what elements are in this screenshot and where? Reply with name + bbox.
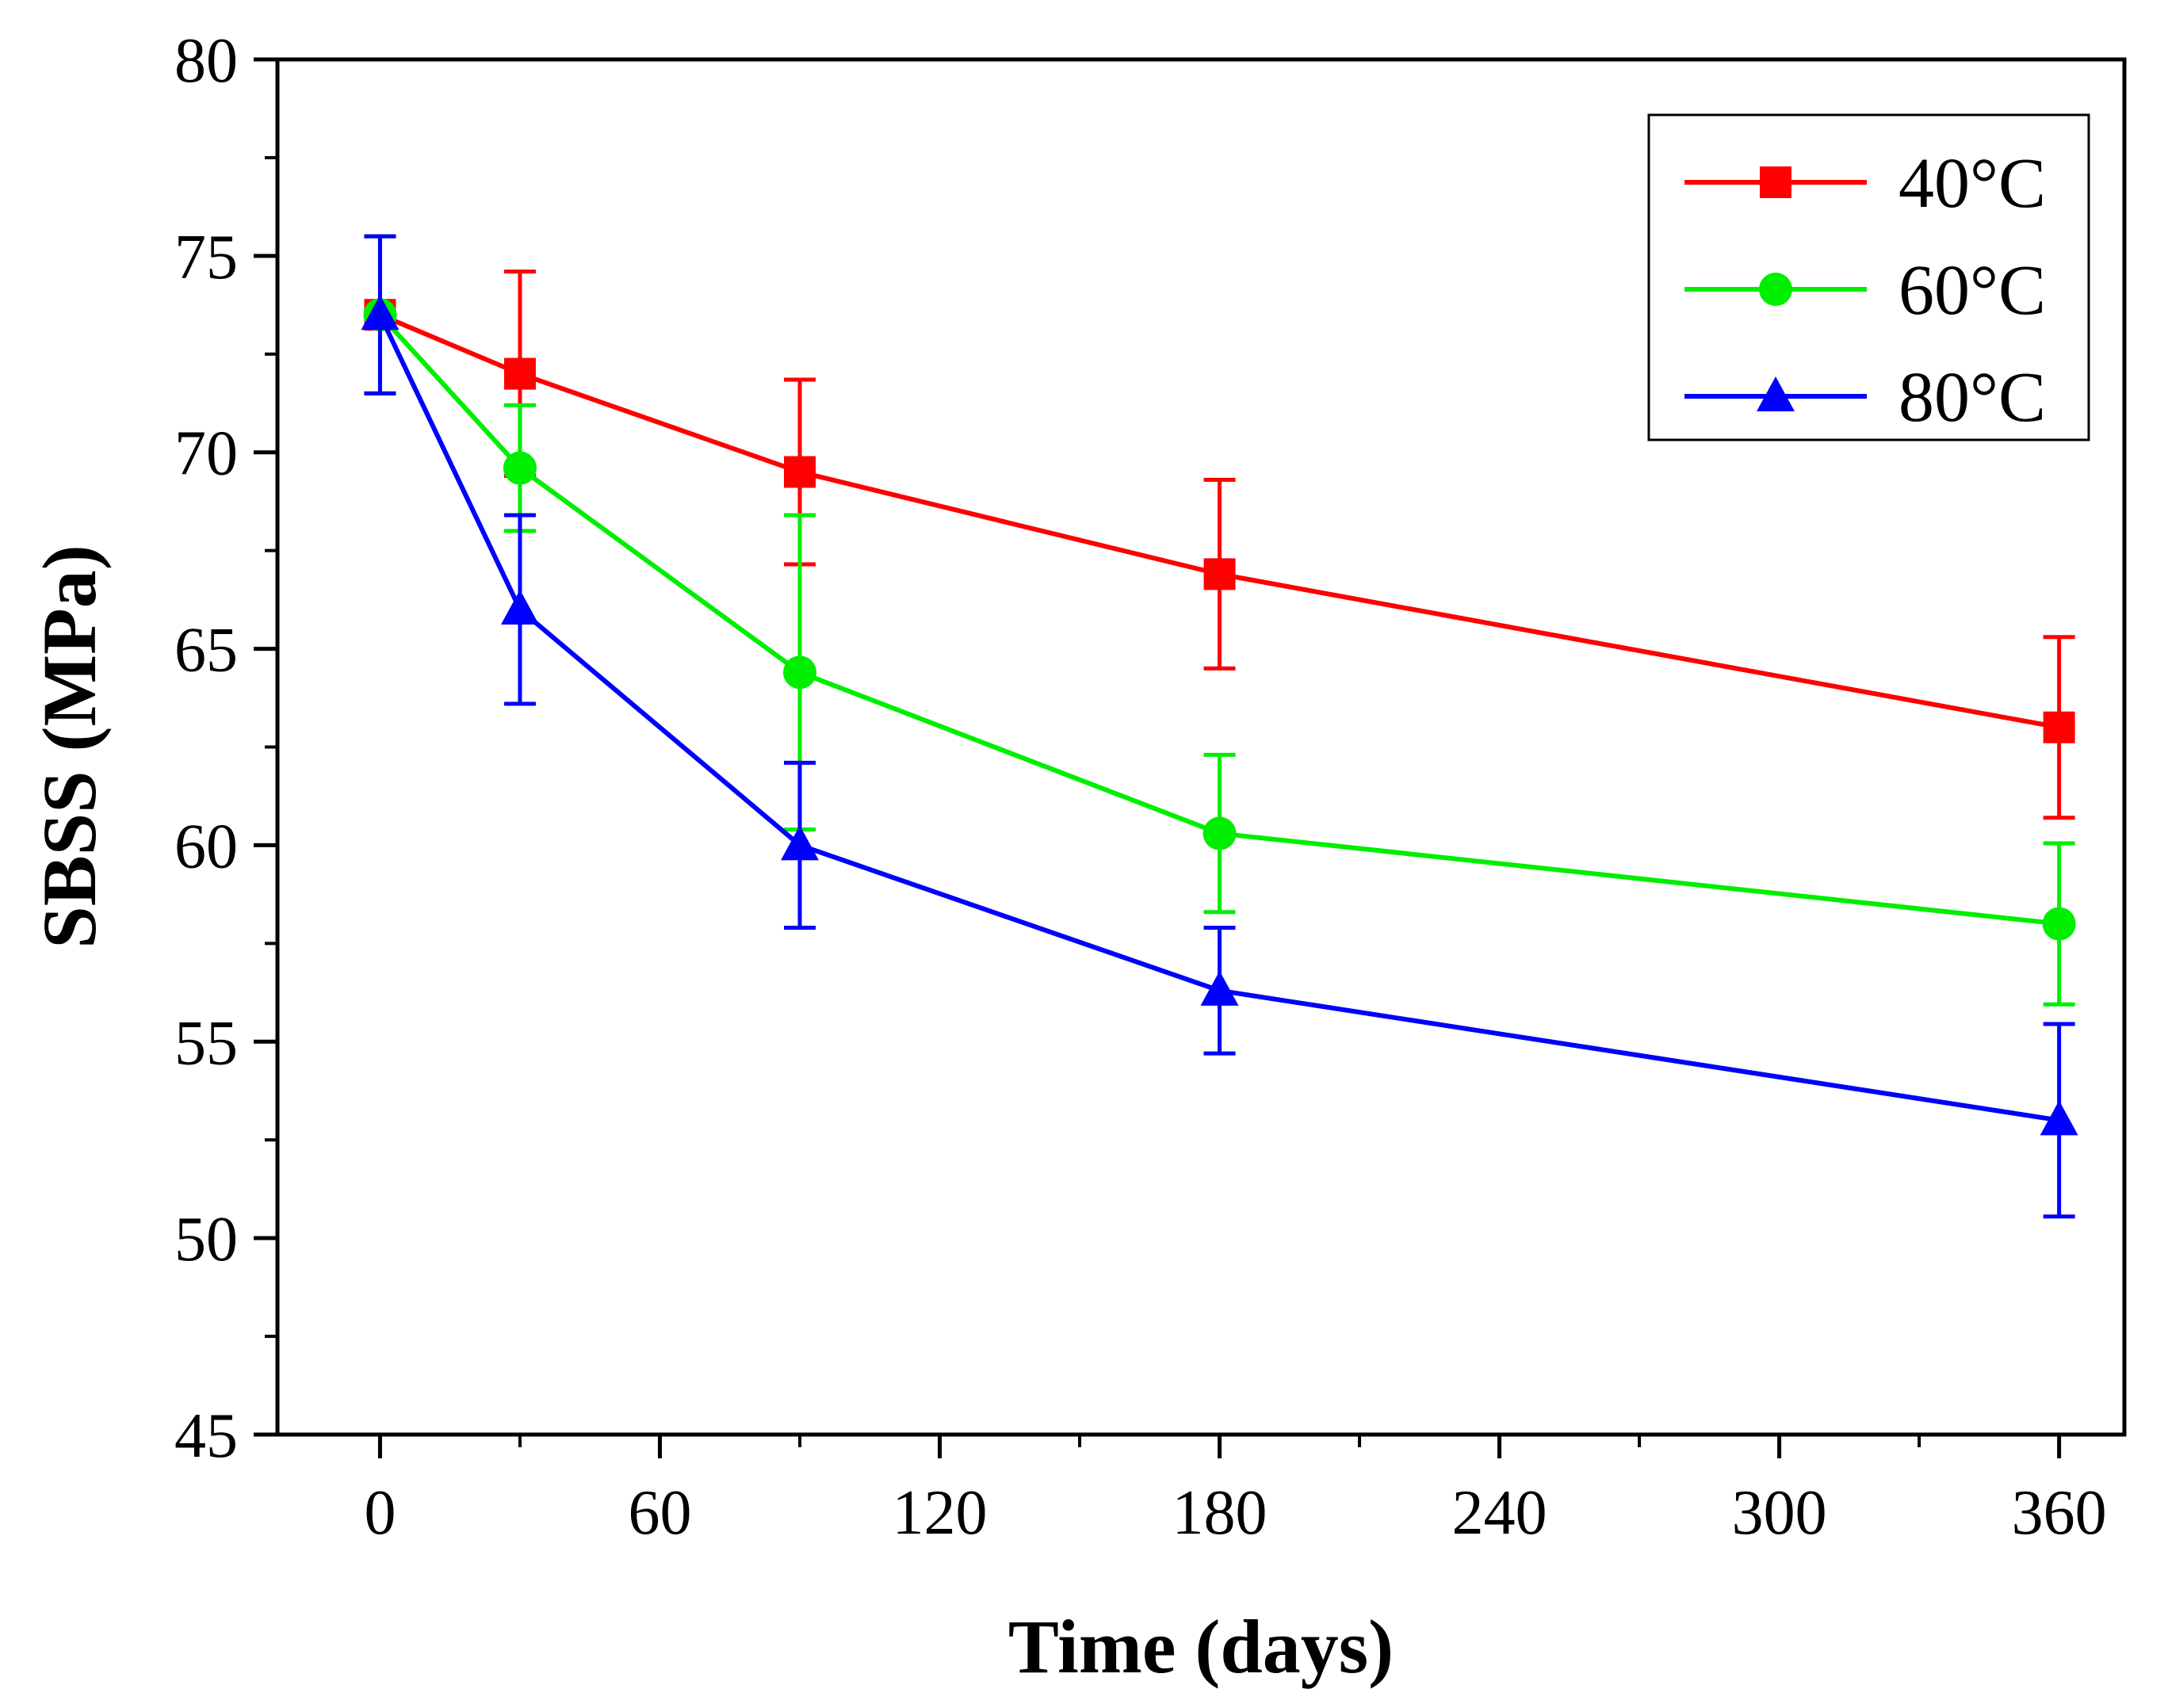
legend-marker: [1757, 376, 1795, 411]
legend-label: 60°C: [1898, 251, 2046, 330]
data-point: [503, 357, 536, 390]
data-point: [1203, 816, 1237, 850]
y-tick-label: 60: [174, 812, 238, 881]
y-axis-title: SBSS (MPa): [27, 544, 112, 948]
y-tick-label: 70: [174, 419, 238, 489]
y-tick-label: 65: [174, 616, 238, 686]
x-tick-label: 240: [1452, 1478, 1547, 1548]
x-axis-title: Time (days): [1008, 1604, 1394, 1689]
legend-label: 40°C: [1898, 144, 2046, 223]
legend-marker: [1760, 166, 1791, 198]
x-tick-label: 360: [2012, 1478, 2107, 1548]
y-tick-label: 75: [174, 223, 238, 292]
legend: 40°C 60°C 80°C: [1647, 113, 2090, 441]
y-tick-label: 55: [174, 1008, 238, 1078]
x-tick-label: 0: [364, 1478, 396, 1548]
x-tick-label: 300: [1732, 1478, 1827, 1548]
data-point: [782, 655, 816, 690]
legend-item-2: 60°C: [1684, 251, 2046, 330]
series-layer: [361, 234, 2078, 1219]
data-point: [2043, 711, 2075, 743]
legend-item-3: 80°C: [1684, 358, 2046, 437]
legend-item-1: 40°C: [1684, 144, 2046, 223]
legend-box: [1647, 113, 2090, 441]
legend-marker: [1759, 273, 1792, 306]
data-point: [1200, 970, 1239, 1006]
data-point: [1203, 558, 1236, 590]
data-point: [503, 451, 537, 485]
data-point: [783, 456, 816, 488]
y-tick-label: 80: [174, 26, 238, 96]
x-tick-label: 120: [893, 1478, 988, 1548]
data-point: [361, 295, 400, 331]
series-3: [361, 234, 2078, 1219]
x-tick-label: 60: [628, 1478, 691, 1548]
legend-label: 80°C: [1898, 358, 2046, 437]
data-point: [2040, 1100, 2078, 1136]
x-tick-label: 180: [1172, 1478, 1268, 1548]
ticks-layer: 45 50 55 60 65 70 75 80 0 60 120 180 240 300 360: [174, 26, 2107, 1548]
data-point: [500, 590, 539, 625]
y-tick-label: 45: [174, 1401, 238, 1471]
data-point: [780, 825, 819, 861]
y-tick-label: 50: [174, 1205, 238, 1274]
data-point: [2042, 907, 2076, 941]
